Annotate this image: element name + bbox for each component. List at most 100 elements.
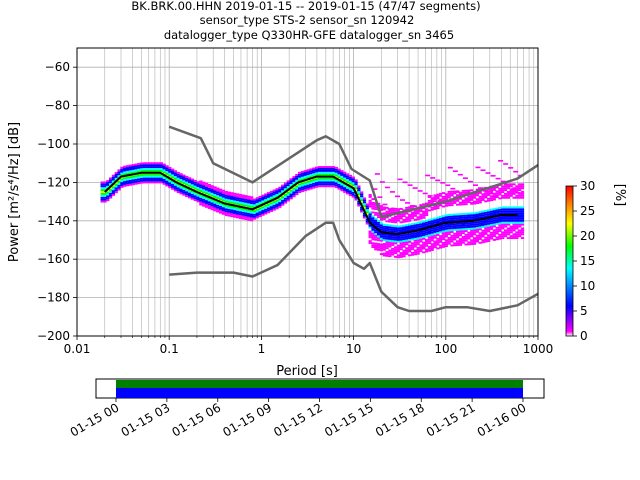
heatmap-cell [450, 215, 454, 218]
heatmap-cell [478, 197, 482, 200]
heatmap-cell [371, 238, 375, 241]
heatmap-cell [137, 166, 141, 169]
heatmap-cell [233, 210, 237, 212]
heatmap-cell [371, 221, 375, 224]
heatmap-cell [419, 225, 423, 228]
heatmap-cell [156, 179, 161, 182]
heatmap-cell [309, 187, 313, 190]
heatmap-cell [255, 197, 259, 200]
heatmap-cell [424, 210, 429, 213]
heatmap-cell [125, 182, 130, 185]
heatmap-cell [171, 174, 175, 177]
heatmap-cell [298, 185, 302, 188]
heatmap-cell [368, 205, 372, 208]
heatmap-cell [458, 238, 463, 241]
heatmap-cell [275, 203, 279, 206]
heatmap-cell [306, 176, 310, 179]
heatmap-cell [210, 194, 214, 197]
heatmap-cell [179, 180, 183, 183]
heatmap-cell [269, 192, 274, 195]
heatmap-cell [173, 187, 178, 190]
heatmap-cell [140, 179, 144, 182]
heatmap-cell [219, 192, 223, 195]
heatmap-cell [362, 199, 367, 202]
x-tick-label: 1 [258, 342, 266, 356]
heatmap-cell [196, 185, 200, 187]
heatmap-cell [495, 236, 499, 239]
heatmap-cell [179, 177, 183, 180]
heatmap-cell [520, 185, 525, 188]
heatmap-cell [508, 167, 514, 169]
heatmap-cell [512, 183, 516, 186]
heatmap-cell [439, 240, 443, 243]
heatmap-cell [227, 206, 231, 209]
heatmap-cell [512, 206, 516, 209]
heatmap-cell [193, 183, 197, 186]
heatmap-cell [210, 206, 214, 209]
heatmap-cell [518, 221, 522, 224]
heatmap-cell [131, 164, 135, 167]
heatmap-cell [300, 176, 305, 179]
heatmap-cell [278, 188, 282, 191]
heatmap-cell [467, 226, 471, 228]
heatmap-cell [224, 204, 228, 207]
heatmap-cell [419, 215, 423, 218]
heatmap-cell [478, 213, 482, 215]
heatmap-cell [413, 226, 417, 229]
heatmap-cell [520, 219, 525, 222]
heatmap-cell [241, 196, 245, 199]
heatmap-cell [204, 203, 209, 206]
heatmap-cell [394, 195, 400, 198]
heatmap-cell [182, 180, 186, 183]
heatmap-cell [518, 183, 522, 186]
heatmap-cell [108, 177, 113, 180]
heatmap-cell [244, 214, 248, 217]
heatmap-cell [478, 228, 482, 231]
heatmap-cell [509, 206, 513, 209]
heatmap-cell [261, 208, 265, 211]
heatmap-cell [179, 173, 183, 176]
heatmap-cell [461, 201, 465, 204]
heatmap-cell [111, 188, 116, 191]
heatmap-cell [312, 171, 316, 174]
heatmap-cell [272, 197, 276, 200]
heatmap-cell [498, 235, 502, 238]
heatmap-cell [106, 193, 110, 196]
heatmap-cell [345, 192, 350, 195]
heatmap-cell [427, 245, 432, 248]
heatmap-cell [450, 229, 454, 232]
heatmap-cell [314, 168, 319, 171]
heatmap-cell [329, 168, 333, 170]
heatmap-cell [345, 177, 350, 180]
heatmap-cell [396, 210, 400, 213]
heatmap-cell [481, 210, 485, 213]
heatmap-cell [202, 204, 206, 207]
heatmap-cell [114, 187, 118, 190]
heatmap-cell [283, 194, 288, 196]
heatmap-cell [484, 209, 488, 212]
heatmap-cell [518, 194, 522, 197]
heatmap-cell [464, 218, 468, 221]
heatmap-cell [117, 171, 121, 174]
heatmap-cell [371, 226, 375, 229]
heatmap-cell [235, 195, 240, 198]
heatmap-cell [509, 219, 513, 222]
heatmap-cell [501, 227, 505, 230]
heatmap-cell [464, 235, 468, 238]
heatmap-cell [478, 237, 482, 240]
heatmap-cell [362, 203, 367, 206]
heatmap-cell [120, 166, 124, 169]
heatmap-cell [385, 235, 389, 238]
heatmap-cell [221, 189, 226, 192]
heatmap-cell [427, 238, 432, 241]
heatmap-cell [422, 203, 426, 206]
heatmap-cell [185, 193, 189, 196]
heatmap-cell [515, 237, 519, 240]
heatmap-cell [441, 215, 446, 218]
heatmap-cell [385, 251, 389, 253]
heatmap-cell [464, 216, 468, 219]
heatmap-cell [464, 214, 468, 217]
heatmap-cell [453, 244, 457, 247]
y-tick-label: −80 [45, 99, 70, 113]
heatmap-cell [354, 181, 358, 184]
